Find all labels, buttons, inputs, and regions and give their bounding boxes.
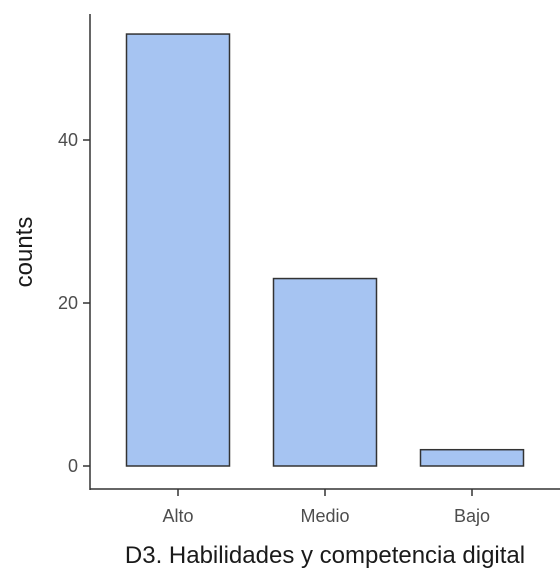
x-tick-label: Medio: [300, 506, 349, 526]
y-ticks-group: 0 20 40: [58, 130, 90, 476]
y-tick-label: 20: [58, 293, 78, 313]
bar-medio: [272, 277, 378, 467]
x-ticks-group: Alto Medio Bajo: [162, 489, 490, 526]
y-axis-title: counts: [11, 217, 38, 288]
x-axis-title: D3. Habilidades y competencia digital: [125, 542, 525, 569]
x-tick-label: Bajo: [454, 506, 490, 526]
x-tick-label: Alto: [162, 506, 193, 526]
bar-bajo: [419, 448, 525, 467]
bar-alto: [125, 33, 231, 467]
y-tick-label: 0: [68, 456, 78, 476]
y-tick-label: 40: [58, 130, 78, 150]
bars-group: [125, 33, 525, 467]
